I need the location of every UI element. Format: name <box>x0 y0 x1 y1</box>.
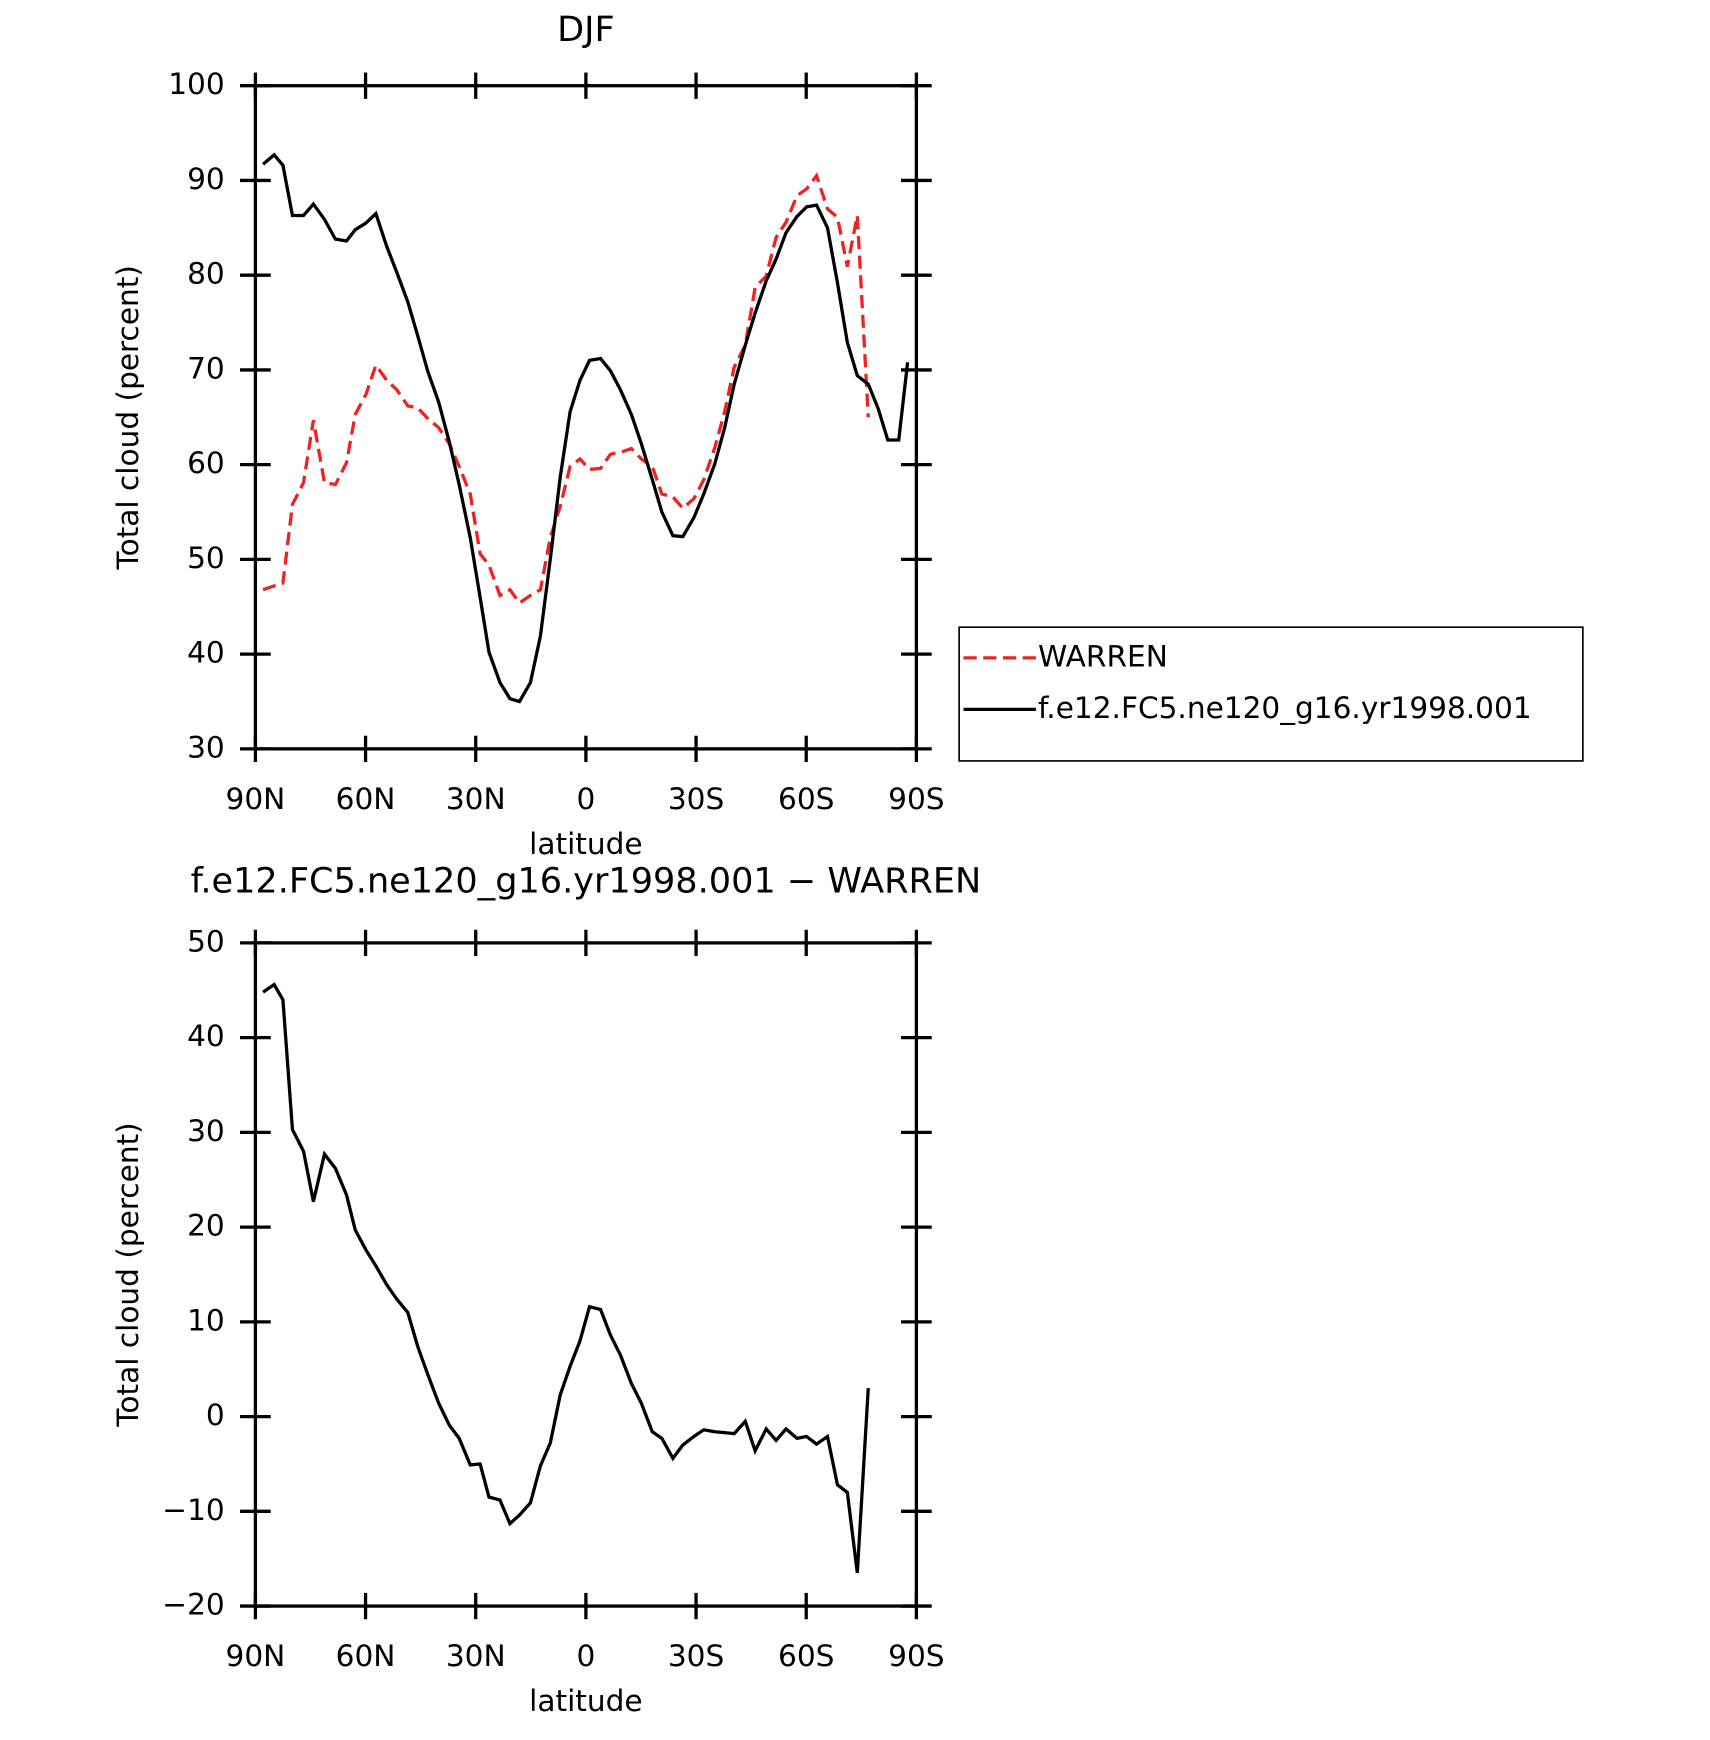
y-tick-label: 60 <box>187 446 225 480</box>
x-tick-label: 90S <box>888 1639 944 1673</box>
data-line <box>262 172 870 606</box>
data-line <box>262 152 910 704</box>
legend-label: f.e12.FC5.ne120_g16.yr1998.001 <box>1038 691 1532 725</box>
x-tick-label: 60S <box>778 1639 834 1673</box>
y-tick-label: 80 <box>187 257 225 291</box>
data-line <box>262 982 870 1574</box>
y-tick-label: 30 <box>187 730 225 764</box>
legend-label: WARREN <box>1038 639 1168 673</box>
y-tick-label: 90 <box>187 162 225 196</box>
y-tick-label: 30 <box>187 1114 225 1148</box>
y-tick-label: 0 <box>206 1398 225 1432</box>
chart-title: f.e12.FC5.ne120_g16.yr1998.001 − WARREN <box>191 861 982 902</box>
x-tick-label: 90N <box>226 1639 286 1673</box>
y-tick-label: −20 <box>162 1588 224 1622</box>
y-tick-label: 40 <box>187 636 225 670</box>
x-tick-label: 0 <box>576 1639 595 1673</box>
y-tick-label: 100 <box>168 67 224 101</box>
y-tick-label: 20 <box>187 1209 225 1243</box>
x-tick-label: 90S <box>888 782 944 816</box>
x-tick-label: 60S <box>778 782 834 816</box>
y-axis-label: Total cloud (percent) <box>111 265 145 570</box>
x-axis-label: latitude <box>529 827 642 861</box>
y-tick-label: 50 <box>187 541 225 575</box>
x-tick-label: 30N <box>446 1639 506 1673</box>
plot-frame <box>253 84 919 751</box>
y-tick-label: 40 <box>187 1019 225 1053</box>
x-tick-label: 90N <box>226 782 286 816</box>
y-tick-label: 70 <box>187 351 225 385</box>
x-tick-label: 30S <box>668 782 724 816</box>
y-tick-label: 10 <box>187 1303 225 1337</box>
x-axis-label: latitude <box>529 1684 642 1718</box>
legend-box <box>958 626 1584 762</box>
x-tick-label: 60N <box>336 782 396 816</box>
chart-title: DJF <box>557 9 615 50</box>
y-axis-label: Total cloud (percent) <box>111 1122 145 1427</box>
x-tick-label: 0 <box>576 782 595 816</box>
x-tick-label: 60N <box>336 1639 396 1673</box>
y-tick-label: 50 <box>187 924 225 958</box>
x-tick-label: 30N <box>446 782 506 816</box>
x-tick-label: 30S <box>668 1639 724 1673</box>
plot-frame <box>253 941 919 1608</box>
y-tick-label: −10 <box>162 1493 224 1527</box>
